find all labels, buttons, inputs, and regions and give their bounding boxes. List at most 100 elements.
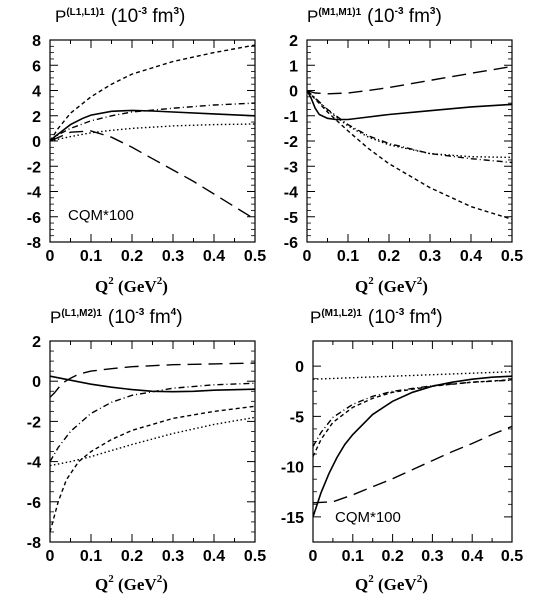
y-tick-label: -1 [284,109,298,126]
y-tick-label: 0 [32,134,41,151]
y-tick-label: -6 [27,495,41,512]
series-line-dash-dot [50,102,255,142]
x-tick-label: 0.5 [244,548,266,565]
title-part-title-units-pre: (10 [368,307,395,328]
series-line-long-dash [50,130,255,220]
xlabel-part-xlabel-sup: 2 [368,573,374,585]
title-part-title-units-exp: -3 [135,307,144,318]
x-tick-label: 0.4 [203,548,225,565]
y-tick-label: -6 [284,235,298,252]
xlabel-part-xlabel-units-pre: (GeV [374,575,418,594]
plot-frame [306,39,513,243]
y-tick-label: 6 [32,58,41,75]
y-tick-label: -2 [27,159,41,176]
series-line-solid [50,375,255,393]
series-line-dash-dot [307,89,512,164]
title-part-title-sup: (M1,L2)1 [321,308,362,319]
x-tick-label: 0.3 [162,248,184,265]
y-tick-label: 0 [32,374,41,391]
y-tick-label: -5 [290,409,304,426]
x-axis-label: Q2 (GeV2) [95,573,168,594]
y-tick-label: 0 [289,84,298,101]
title-part-title-units-pow: 3 [430,6,436,17]
chart-panel-4: 0 0.1 0.2 0.3 0.4 0.5 -15 -10 -5 0 P(M1,L2)1 (10-3 … [281,307,523,594]
xlabel-part-xlabel-units-close: ) [422,277,428,296]
annotation-label: CQM*100 [68,207,134,224]
panel-title: P(M1,L2)1 (10-3 fm4) [310,307,443,328]
y-tick-label: -8 [27,235,41,252]
series-line-short-dash [50,44,255,142]
y-tick-label: -6 [27,210,41,227]
x-axis-label: Q2 (GeV2) [355,573,428,594]
x-tick-label: 0.2 [121,548,143,565]
x-tick-label: 0.1 [337,248,359,265]
y-tick-label: -4 [27,185,41,202]
title-part-title-units-close: ) [179,6,185,27]
title-part-title-main: P [50,308,61,327]
title-part-title-units-post: fm [147,6,173,27]
x-tick-label: 0 [309,548,318,565]
title-part-title-units-close: ) [436,307,442,328]
title-part-title-units-post: fm [144,307,170,328]
series-line-solid [307,90,512,121]
title-part-title-units-close: ) [435,6,441,27]
series-line-long-dash [307,65,512,95]
chart-panel-2: 0 0.1 0.2 0.3 0.4 0.5-6-5-4-3-2-1012P(M1,M1)1… [284,6,523,296]
y-tick-label: -5 [284,210,298,227]
x-tick-label: 0.3 [419,248,441,265]
series-line-short-dash [313,379,512,457]
series-line-short-dash [50,405,255,533]
title-part-title-units-post: fm [404,307,430,328]
series-line-dash-dot [313,379,512,447]
xlabel-part-xlabel-main: Q [95,277,108,296]
title-part-title-units-exp: -3 [138,6,147,17]
title-part-title-units-pow: 4 [171,307,177,318]
title-part-title-units-pow: 4 [431,307,437,318]
x-tick-label: 0.4 [203,248,225,265]
title-part-title-units-pre: (10 [367,6,394,27]
x-tick-label: 0.1 [80,548,102,565]
x-tick-label: 0.5 [244,248,266,265]
xlabel-part-xlabel-units-close: ) [162,277,168,296]
y-tick-label: -2 [27,414,41,431]
title-part-title-units-exp: -3 [395,307,404,318]
xlabel-part-xlabel-units-sup: 2 [417,573,423,585]
x-tick-label: 0.2 [378,248,400,265]
chart-panel-1: 0 0.1 0.2 0.3 0.4 0.5 -8 -6 -4 -2 0 2 4 6 8P(L1,L1)1 (1… [27,6,266,296]
xlabel-part-xlabel-main: Q [355,277,368,296]
title-part-title-units-close: ) [176,307,182,328]
x-tick-label: 0.2 [381,548,403,565]
xlabel-part-xlabel-units-close: ) [162,575,168,594]
x-axis-label: Q2 (GeV2) [95,275,168,296]
xlabel-part-xlabel-units-close: ) [422,575,428,594]
x-tick-label: 0.4 [460,248,482,265]
title-part-title-units-pre: (10 [111,6,138,27]
title-part-title-main: P [310,308,321,327]
x-tick-label: 0.4 [461,548,483,565]
title-part-title-main: P [55,7,66,26]
title-part-title-sup: (M1,M1)1 [318,7,361,18]
xlabel-part-xlabel-units-pre: (GeV [374,277,418,296]
series-line-dotted [307,89,512,159]
series-line-dash-dot [50,382,255,462]
x-tick-label: 0.3 [162,548,184,565]
xlabel-part-xlabel-units-sup: 2 [417,275,423,287]
x-tick-label: 0.2 [121,248,143,265]
title-part-title-sup: (L1,L1)1 [66,7,105,18]
series-line-dotted [50,123,255,142]
xlabel-part-xlabel-main: Q [95,575,108,594]
xlabel-part-xlabel-units-sup: 2 [157,275,163,287]
y-tick-label: 2 [32,334,41,351]
title-part-title-units-exp: -3 [395,6,404,17]
xlabel-part-xlabel-sup: 2 [108,573,114,585]
title-part-title-sup: (L1,M2)1 [61,308,102,319]
x-tick-label: 0.5 [501,548,523,565]
series-line-solid [50,109,255,142]
y-tick-label: -4 [27,455,41,472]
x-tick-label: 0.5 [501,248,523,265]
xlabel-part-xlabel-units-pre: (GeV [114,277,158,296]
y-tick-label: 1 [289,58,298,75]
xlabel-part-xlabel-main: Q [355,575,368,594]
